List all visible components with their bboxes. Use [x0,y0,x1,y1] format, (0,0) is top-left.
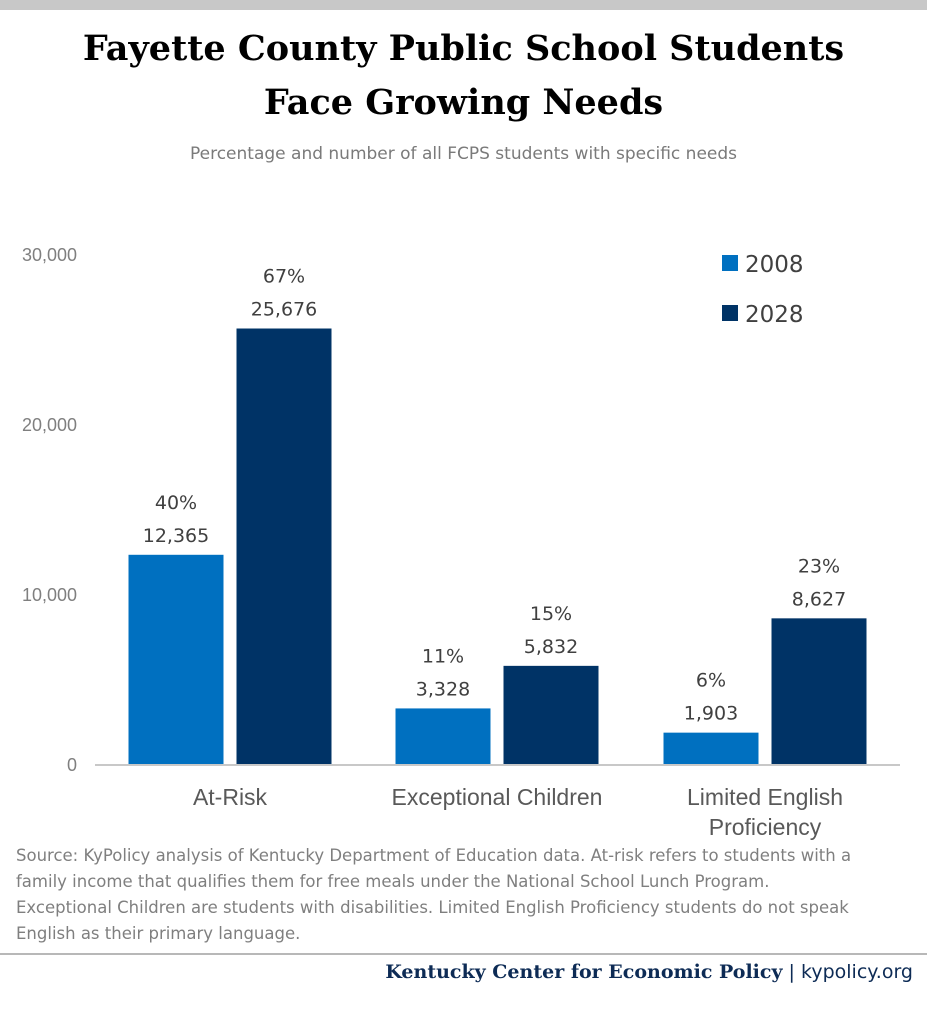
source-note: Source: KyPolicy analysis of Kentucky De… [16,846,852,943]
bar-value-label: 3,328 [416,678,470,700]
y-tick-label: 20,000 [22,415,77,435]
legend-swatch [722,255,738,271]
bar-value-label: 8,627 [792,588,846,610]
bar-percent-label: 67% [263,266,305,288]
footer-credit: Kentucky Center for Economic Policy | ky… [385,960,913,985]
y-tick-label: 30,000 [22,245,77,265]
chart-subtitle: Percentage and number of all FCPS studen… [189,144,738,164]
legend: 2008 2028 [722,252,804,328]
top-border [0,0,927,10]
bar [236,328,332,765]
bar [771,618,867,765]
chart-title: Fayette County Public School Students Fa… [0,22,927,130]
bar [395,708,491,765]
x-category-label: Exceptional Children [392,784,603,810]
bar-labels-group: 40% 12,365 67% 25,676 11% 3,328 15% 5,832 6% 1,90… [143,266,846,725]
y-tick-label: 0 [67,755,77,775]
bar-value-label: 12,365 [143,525,209,547]
bar-value-label: 25,676 [251,299,317,321]
x-category-label: Limited English [687,784,843,810]
bar-chart: 0 10,000 20,000 30,000 40% 12,365 67% 25,676 11… [22,245,900,840]
title-line-1: Fayette County Public School Students [82,28,845,69]
bar [128,554,224,765]
bar [503,665,599,765]
legend-swatch [722,305,738,321]
bar-percent-label: 15% [530,603,572,625]
bar-value-label: 5,832 [524,636,578,658]
bar-value-label: 1,903 [684,703,738,725]
legend-label: 2008 [745,252,804,278]
footer-site-link[interactable]: kypolicy.org [801,961,913,983]
x-axis: At-Risk Exceptional Children Limited Engli… [95,764,900,840]
legend-label: 2028 [745,302,804,328]
bar-percent-label: 6% [696,670,726,692]
footer-org: Kentucky Center for Economic Policy [385,961,783,983]
footer-divider [0,953,927,955]
footer-separator: | [782,961,801,983]
title-line-2: Face Growing Needs [263,82,664,123]
bar [663,732,759,765]
bars-group [128,328,867,765]
bar-percent-label: 11% [422,645,464,667]
y-tick-label: 10,000 [22,585,77,605]
x-category-label: At-Risk [193,784,268,810]
bar-percent-label: 40% [155,492,197,514]
x-category-label: Proficiency [709,814,822,840]
y-axis: 0 10,000 20,000 30,000 [22,245,77,775]
bar-percent-label: 23% [798,555,840,577]
